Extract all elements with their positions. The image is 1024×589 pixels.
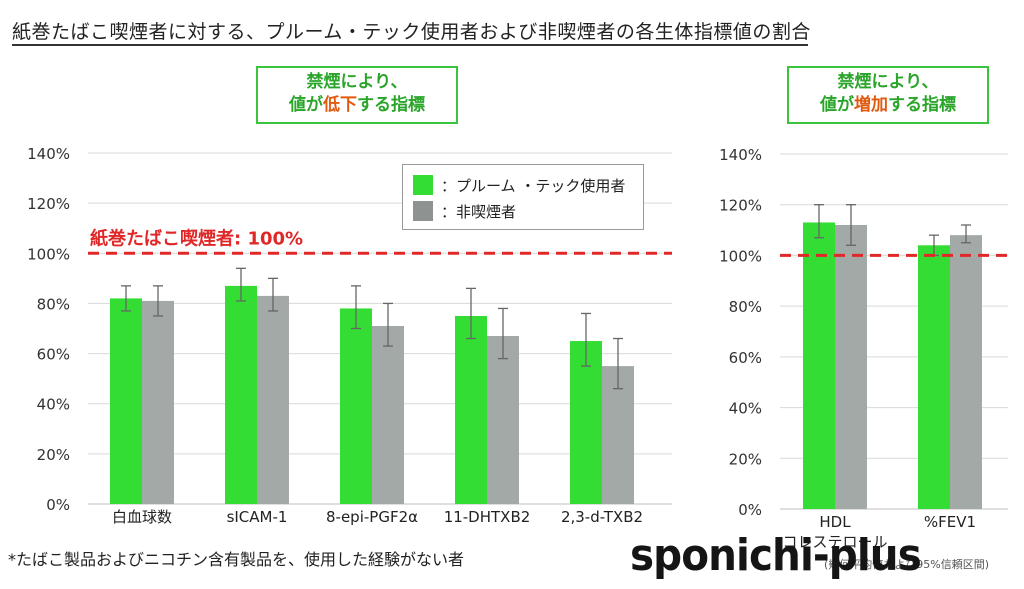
sponichi-watermark-logo: sponichi-plus xyxy=(630,530,922,581)
footnote: *たばこ製品およびニコチン含有製品を、使用した経験がない者 xyxy=(8,550,465,569)
legend-swatch-ploom xyxy=(413,175,433,195)
tag-right-line1: 禁煙により、 xyxy=(837,72,939,92)
p1-bar-0-1 xyxy=(918,245,950,510)
p0-ytick-label-0: 0% xyxy=(46,496,70,514)
tag-right-post: する指標 xyxy=(888,95,956,115)
p1-ytick-label-3: 60% xyxy=(729,349,762,367)
p0-category-label-2-0: 8-epi-PGF2α xyxy=(326,508,418,526)
tag-right-pre: 値が xyxy=(820,95,854,115)
p1-ytick-label-4: 80% xyxy=(729,298,762,316)
reference-line-label: 紙巻たばこ喫煙者: 100% xyxy=(90,227,303,249)
p0-bar-1-3 xyxy=(487,336,519,504)
p0-ytick-label-3: 60% xyxy=(37,346,70,364)
legend-label-ploom: ：プルーム ・テック使用者 xyxy=(441,176,626,195)
legend-item-ploom: ：プルーム ・テック使用者 xyxy=(413,174,625,196)
p0-bar-0-2 xyxy=(340,308,372,504)
legend-label-nonsmoker: ：非喫煙者 xyxy=(441,202,517,221)
p0-bar-1-1 xyxy=(257,295,289,504)
tag-right-line2: 値が増加する指標 xyxy=(789,94,987,117)
p1-ytick-label-6: 120% xyxy=(719,197,762,215)
p1-bar-1-0 xyxy=(835,225,867,509)
p1-bar-0-0 xyxy=(803,222,835,509)
p1-ytick-label-1: 20% xyxy=(729,450,762,468)
p0-ytick-label-6: 120% xyxy=(27,195,70,213)
title-underline xyxy=(12,44,808,46)
p1-ytick-label-5: 100% xyxy=(719,247,762,265)
ci-note: (幾何平均値および95%信頼区間) xyxy=(824,558,990,571)
p1-category-label-1-0: %FEV1 xyxy=(924,513,976,531)
p0-category-label-3-0: 11-DHTXB2 xyxy=(444,508,531,526)
tag-left-line1: 禁煙により、 xyxy=(306,72,408,92)
p0-ytick-label-7: 140% xyxy=(27,145,70,163)
p0-bar-0-1 xyxy=(225,285,257,504)
p0-bar-0-0 xyxy=(110,298,142,504)
p1-category-label-0-1: コレステロール xyxy=(782,533,887,551)
legend-swatch-nonsmoker xyxy=(413,201,433,221)
page-title: 紙巻たばこ喫煙者に対する、プルーム・テック使用者および非喫煙者の各生体指標値の割… xyxy=(12,21,811,43)
increase-indicators-tag: 禁煙により、 値が増加する指標 xyxy=(787,66,989,124)
legend-item-nonsmoker: ：非喫煙者 xyxy=(413,200,516,222)
p0-bar-0-4 xyxy=(570,341,602,504)
p1-category-label-0-0: HDL xyxy=(819,513,851,531)
p0-bar-0-3 xyxy=(455,315,487,504)
tag-left-highlight: 低下 xyxy=(323,95,357,115)
p1-ytick-label-2: 40% xyxy=(729,400,762,418)
p1-bar-1-1 xyxy=(950,235,982,509)
tag-left-pre: 値が xyxy=(289,95,323,115)
p0-ytick-label-2: 40% xyxy=(37,396,70,414)
tag-left-post: する指標 xyxy=(357,95,425,115)
tag-left-line2: 値が低下する指標 xyxy=(258,94,456,117)
tag-right-highlight: 増加 xyxy=(854,95,888,115)
p0-ytick-label-1: 20% xyxy=(37,446,70,464)
p0-bar-1-0 xyxy=(142,300,174,504)
p0-bar-1-2 xyxy=(372,325,404,504)
p0-ytick-label-5: 100% xyxy=(27,245,70,263)
p1-ytick-label-7: 140% xyxy=(719,146,762,164)
p0-category-label-0-0: 白血球数 xyxy=(112,508,172,526)
chart-legend: ：プルーム ・テック使用者 ：非喫煙者 xyxy=(402,164,644,230)
decrease-indicators-tag: 禁煙により、 値が低下する指標 xyxy=(256,66,458,124)
p1-ytick-label-0: 0% xyxy=(738,501,762,519)
p0-ytick-label-4: 80% xyxy=(37,295,70,313)
p0-category-label-1-0: sICAM-1 xyxy=(227,508,288,526)
p0-category-label-4-0: 2,3-d-TXB2 xyxy=(561,508,643,526)
